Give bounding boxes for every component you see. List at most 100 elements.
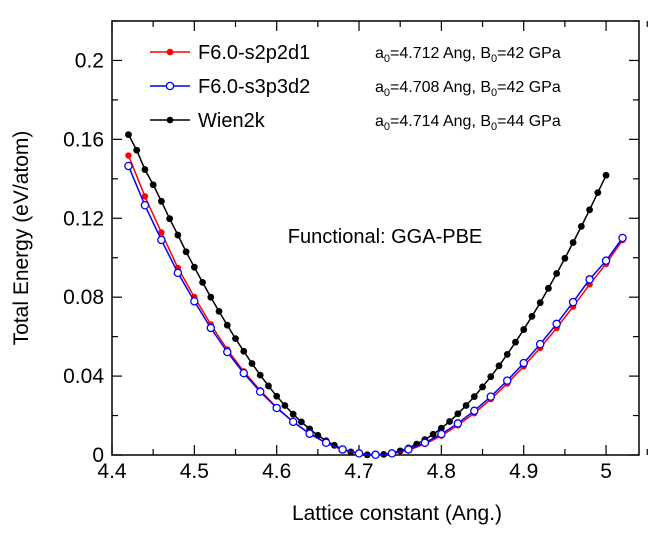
data-point [512, 338, 519, 346]
data-point [404, 445, 413, 454]
data-point [173, 268, 183, 278]
data-point [182, 248, 190, 256]
data-point [273, 392, 281, 400]
x-tick-label: 4.7 [344, 460, 373, 483]
fit-parameters: a0=4.714 Ang, B0=44 GPa [375, 113, 561, 133]
data-point [602, 171, 610, 179]
y-tick-label: 0 [92, 444, 104, 467]
data-point [289, 410, 297, 418]
data-point [206, 323, 216, 333]
legend-marker [166, 116, 174, 124]
data-point [495, 362, 503, 370]
y-tick-label: 0.04 [63, 365, 104, 388]
data-point [470, 393, 478, 401]
data-point [594, 189, 602, 197]
data-point [149, 181, 157, 189]
data-point [454, 410, 462, 418]
data-point [437, 429, 446, 439]
data-point [297, 418, 305, 426]
data-point [479, 383, 486, 391]
x-tick-label: 4.6 [262, 460, 291, 483]
data-point [552, 319, 561, 329]
data-point [256, 371, 264, 379]
x-tick-label: 4.8 [427, 460, 456, 483]
data-point [125, 152, 132, 159]
y-tick-label: 0.2 [75, 49, 104, 72]
data-point [371, 450, 380, 460]
data-point [586, 206, 593, 214]
data-point [618, 233, 627, 243]
data-point [601, 256, 611, 265]
x-tick-labels: 4.4 4.5 4.6 4.7 4.8 4.9 5 [97, 460, 612, 483]
fit-parameters: a0=4.712 Ang, B0=42 GPa [375, 45, 561, 65]
data-point [462, 402, 470, 409]
data-point [265, 382, 272, 390]
x-tick-label: 5 [600, 460, 612, 483]
data-point [248, 360, 256, 367]
legend-marker [165, 81, 175, 91]
fit-parameters: a0=4.708 Ang, B0=42 GPa [375, 79, 561, 99]
series-F6.0-s3p3d2 [124, 161, 627, 460]
y-tick-label: 0.08 [63, 286, 104, 309]
data-point [470, 406, 479, 416]
data-point [528, 312, 536, 320]
data-point [502, 376, 512, 385]
data-point [453, 419, 463, 428]
data-point [446, 418, 454, 425]
x-tick-label: 4.5 [180, 460, 209, 483]
data-point [288, 417, 298, 427]
data-point [199, 278, 206, 286]
x-axis-title: Lattice constant (Ang.) [292, 502, 502, 525]
data-point [535, 339, 545, 349]
data-point [223, 347, 232, 357]
data-point [239, 368, 248, 378]
data-point [174, 231, 182, 239]
data-point [429, 430, 437, 438]
data-point [140, 201, 150, 210]
legend-label: F6.0-s3p3d2 [198, 76, 310, 98]
data-point [503, 350, 511, 358]
series-Wien2k [125, 131, 610, 459]
data-point [536, 299, 544, 307]
legend-label: F6.0-s2p2d1 [198, 42, 310, 64]
data-point [207, 293, 215, 301]
series-line [127, 134, 607, 456]
series-layer [124, 131, 627, 460]
data-point [281, 402, 289, 409]
data-point [338, 445, 347, 454]
legend-marker [166, 48, 174, 56]
data-point [240, 347, 248, 355]
data-point [215, 307, 223, 315]
data-point [568, 297, 578, 307]
data-point [133, 146, 141, 154]
data-point [553, 270, 561, 277]
legend-label: Wien2k [198, 110, 266, 132]
series-F6.0-s2p2d1 [125, 152, 626, 459]
data-point [569, 239, 577, 246]
data-point [561, 254, 569, 262]
data-point [166, 215, 174, 223]
x-tick-label: 4.4 [97, 460, 127, 483]
y-tick-label: 0.16 [63, 128, 104, 151]
data-point [487, 373, 495, 381]
data-point [321, 438, 331, 448]
data-point [305, 429, 314, 438]
data-point [158, 229, 165, 236]
functional-annotation: Functional: GGA-PBE [288, 226, 483, 248]
series-line [127, 155, 624, 456]
y-tick-label: 0.12 [63, 207, 104, 230]
data-point [577, 222, 585, 230]
data-point [255, 387, 265, 396]
data-point [141, 166, 149, 173]
data-point [232, 335, 239, 343]
y-axis-title: Total Energy (eV/atom) [10, 131, 33, 346]
data-point [420, 438, 430, 448]
data-point [158, 197, 165, 205]
data-point [519, 358, 528, 368]
y-tick-labels: 0 0.04 0.08 0.12 0.16 0.2 [63, 49, 104, 467]
data-point [520, 326, 528, 333]
data-point [223, 321, 231, 329]
data-point [545, 284, 552, 292]
data-point [125, 131, 132, 139]
